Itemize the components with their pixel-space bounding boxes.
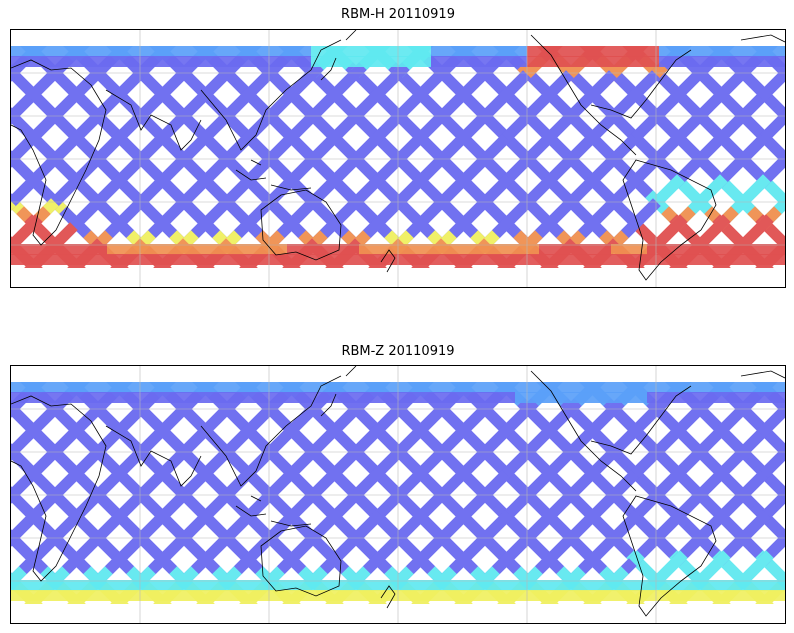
panel-rbm-h: RBM-H 20110919 (0, 0, 794, 300)
graticule (11, 30, 785, 287)
coastline-layer (11, 30, 785, 281)
graticule (11, 366, 785, 623)
panel-rbm-z: RBM-Z 20110919 (0, 336, 794, 633)
satellite-track-map (11, 366, 785, 623)
panel-title: RBM-Z 20110919 (341, 344, 455, 359)
satellite-track-map (11, 30, 785, 287)
map-frame (10, 29, 786, 288)
panel-title: RBM-H 20110919 (341, 7, 455, 22)
map-frame (10, 365, 786, 624)
coastline-layer (11, 366, 785, 617)
